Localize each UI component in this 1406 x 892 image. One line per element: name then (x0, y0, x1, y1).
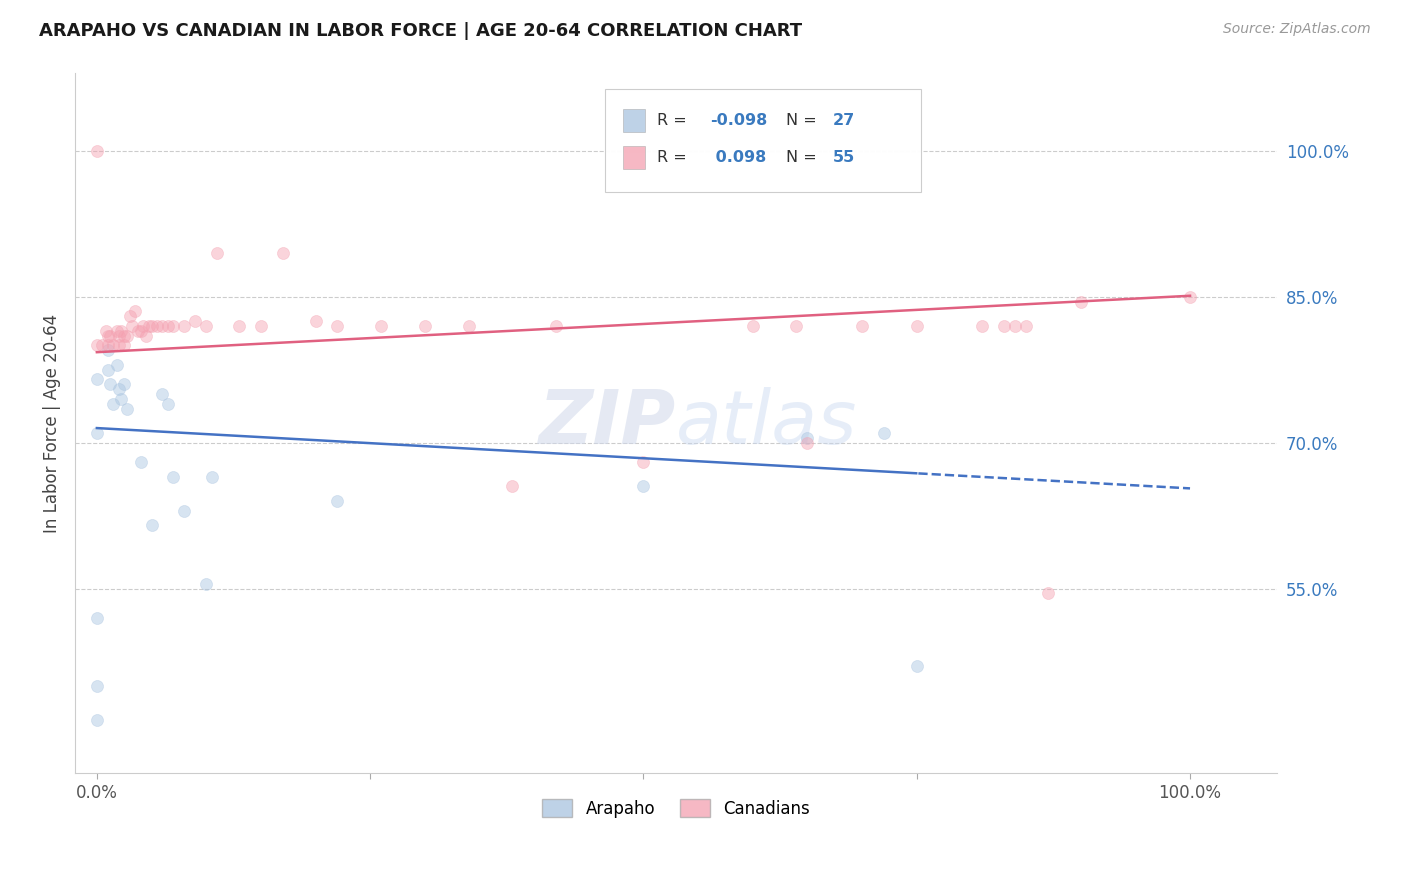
Point (86, 425, 108, 440)
Point (86, 679, 108, 693)
Point (98, 328, 121, 343)
Point (146, 318, 169, 333)
Point (1004, 318, 1026, 333)
Point (205, 246, 228, 260)
Text: N =: N = (786, 151, 823, 165)
Point (110, 324, 132, 338)
Point (121, 318, 143, 333)
Text: R =: R = (657, 151, 696, 165)
Y-axis label: In Labor Force | Age 20-64: In Labor Force | Age 20-64 (44, 314, 60, 533)
Point (326, 318, 349, 333)
Point (97, 343, 120, 358)
Point (107, 328, 129, 343)
Point (741, 318, 763, 333)
Legend: Arapaho, Canadians: Arapaho, Canadians (536, 793, 817, 824)
Point (162, 469, 184, 483)
Text: 27: 27 (832, 113, 855, 128)
Point (98, 377, 121, 392)
Text: N =: N = (786, 113, 823, 128)
Text: ZIP: ZIP (538, 387, 676, 459)
Point (107, 382, 129, 396)
Point (271, 246, 294, 260)
Point (304, 314, 326, 328)
Point (873, 425, 896, 440)
Point (184, 314, 207, 328)
Point (129, 455, 152, 469)
Point (129, 324, 152, 338)
Point (633, 479, 655, 493)
Text: ARAPAHO VS CANADIAN IN LABOR FORCE | AGE 20-64 CORRELATION CHART: ARAPAHO VS CANADIAN IN LABOR FORCE | AGE… (39, 22, 803, 40)
Point (152, 318, 174, 333)
Text: Source: ZipAtlas.com: Source: ZipAtlas.com (1223, 22, 1371, 37)
Point (86, 713, 108, 727)
Point (91, 338, 114, 352)
Text: R =: R = (657, 113, 692, 128)
Point (173, 504, 195, 518)
Point (112, 338, 135, 352)
Point (86, 338, 108, 352)
Point (97, 328, 120, 343)
Point (201, 469, 224, 483)
Point (633, 455, 655, 469)
Point (141, 318, 163, 333)
Point (105, 358, 128, 372)
Point (97, 362, 120, 376)
Point (796, 431, 818, 445)
Point (135, 328, 157, 343)
Point (103, 338, 125, 352)
Point (457, 318, 479, 333)
Point (117, 328, 139, 343)
Point (1036, 586, 1059, 600)
Point (110, 392, 132, 406)
Point (1070, 294, 1092, 309)
Point (86, 611, 108, 625)
Text: 0.098: 0.098 (710, 151, 766, 165)
Point (173, 318, 195, 333)
Point (370, 318, 392, 333)
Point (117, 401, 139, 416)
Point (851, 318, 873, 333)
Point (112, 328, 135, 343)
Point (501, 479, 523, 493)
Point (972, 318, 994, 333)
Point (124, 304, 146, 318)
Text: -0.098: -0.098 (710, 113, 768, 128)
Point (138, 318, 160, 333)
Text: 55: 55 (832, 151, 855, 165)
Text: atlas: atlas (676, 387, 858, 459)
Point (86, 372, 108, 386)
Point (97, 338, 120, 352)
Point (195, 318, 218, 333)
Point (156, 397, 179, 411)
Point (107, 338, 129, 352)
Point (905, 659, 928, 673)
Point (195, 576, 218, 591)
Point (250, 318, 273, 333)
Point (228, 318, 250, 333)
Point (103, 397, 125, 411)
Point (118, 309, 141, 323)
Point (105, 324, 128, 338)
Point (94, 324, 117, 338)
Point (1015, 318, 1038, 333)
Point (86, 144, 108, 158)
Point (785, 318, 807, 333)
Point (156, 318, 179, 333)
Point (152, 387, 174, 401)
Point (112, 377, 135, 392)
Point (993, 318, 1015, 333)
Point (1178, 290, 1201, 304)
Point (127, 324, 149, 338)
Point (132, 318, 155, 333)
Point (905, 318, 928, 333)
Point (141, 518, 163, 533)
Point (413, 318, 436, 333)
Point (796, 435, 818, 450)
Point (544, 318, 567, 333)
Point (162, 318, 184, 333)
Point (326, 494, 349, 508)
